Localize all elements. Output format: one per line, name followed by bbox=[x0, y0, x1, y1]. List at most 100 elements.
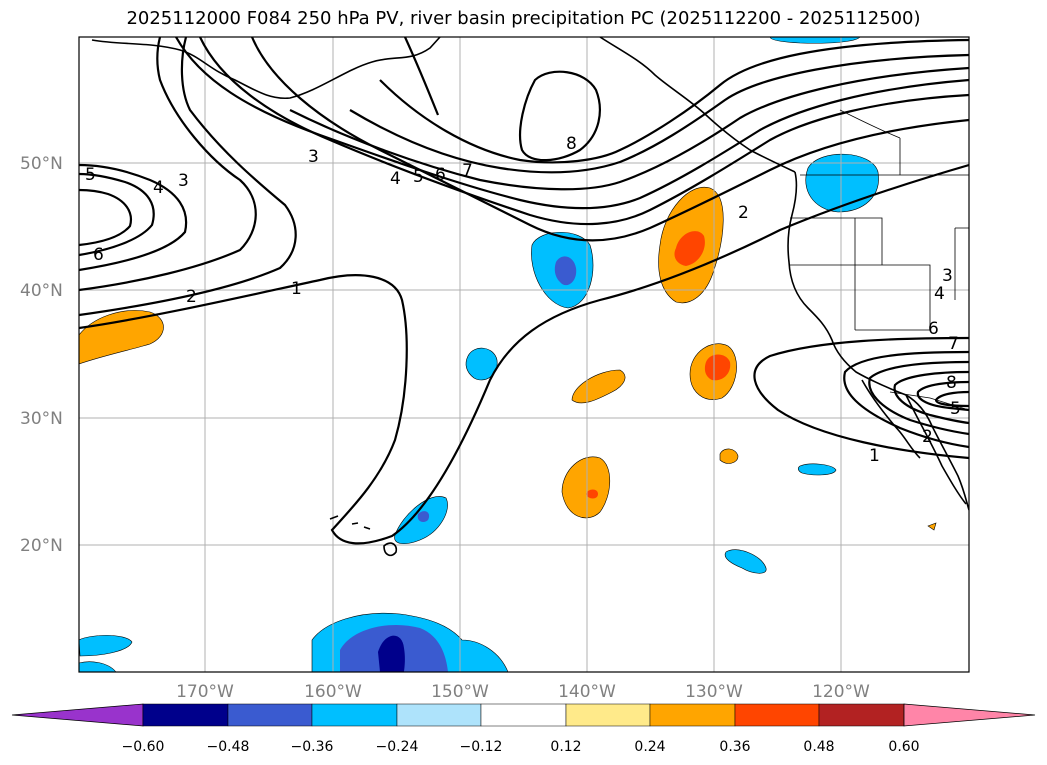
pv-label-2-c: 2 bbox=[922, 427, 933, 447]
pv-contour-5-east bbox=[916, 380, 969, 412]
colorbar-tick-labels: −0.60 −0.48 −0.36 −0.24 −0.12 0.12 0.24 … bbox=[122, 739, 920, 755]
borders bbox=[790, 109, 969, 411]
colorbar-tick-5: −0.12 bbox=[460, 739, 503, 755]
pv-label-7-b: 7 bbox=[948, 334, 959, 354]
pv-contour-2-north bbox=[250, 37, 969, 242]
coast-gulf-ca bbox=[905, 394, 967, 505]
pv-contour-8 bbox=[518, 70, 601, 162]
precip-shading bbox=[79, 37, 937, 672]
colorbar-bin-4 bbox=[396, 703, 482, 727]
pv-contour-1 bbox=[79, 163, 969, 545]
colorbar-tick-2: −0.48 bbox=[207, 739, 250, 755]
map-title: 2025112000 F084 250 hPa PV, river basin … bbox=[126, 8, 921, 29]
lat-label-50n: 50°N bbox=[20, 154, 63, 174]
precip-neg-mid-pacific bbox=[465, 347, 498, 381]
pv-contours bbox=[79, 37, 969, 545]
colorbar-bin-2 bbox=[227, 703, 313, 727]
colorbar-tick-10: 0.60 bbox=[888, 739, 919, 755]
pv-contour-3 bbox=[79, 37, 257, 292]
pv-contour-4-east bbox=[893, 370, 969, 425]
precip-pos-south-mid-core bbox=[586, 489, 598, 499]
pv-label-3-a: 3 bbox=[178, 171, 189, 191]
pv-label-5-b: 5 bbox=[413, 167, 424, 187]
pv-contour-7-north bbox=[379, 38, 969, 164]
gridlines bbox=[79, 37, 969, 672]
pv-label-6-c: 6 bbox=[928, 319, 939, 339]
colorbar-bin-1 bbox=[142, 703, 229, 727]
lon-labels: 170°W 160°W 150°W 140°W 130°W 120°W bbox=[176, 682, 870, 702]
pv-label-3-c: 3 bbox=[942, 266, 953, 286]
colorbar-tick-1: −0.60 bbox=[122, 739, 165, 755]
precip-pos-mid-east-core bbox=[704, 354, 731, 381]
pv-contour-labels: 1 1 2 2 2 3 3 3 4 4 4 5 5 5 6 6 6 7 7 8 … bbox=[85, 134, 961, 466]
pv-label-4-b: 4 bbox=[390, 169, 401, 189]
pv-contour-6-north bbox=[349, 53, 969, 174]
lon-label-170w: 170°W bbox=[176, 682, 234, 702]
lat-labels: 50°N 40°N 30°N 20°N bbox=[20, 154, 63, 556]
precip-pos-small-east bbox=[719, 448, 739, 464]
coast-alaska-panhandle bbox=[599, 37, 796, 173]
colorbar-bin-8 bbox=[734, 703, 820, 727]
map-plot-area: 1 1 2 2 2 3 3 3 4 4 4 5 5 5 6 6 6 7 7 8 … bbox=[79, 37, 969, 672]
pv-contour-1-east bbox=[753, 336, 969, 460]
colorbar-tick-6: 0.12 bbox=[550, 739, 581, 755]
colorbar-tick-4: −0.24 bbox=[376, 739, 419, 755]
coast-pnw bbox=[787, 171, 969, 511]
pv-label-3-b: 3 bbox=[308, 147, 319, 167]
precip-neg-southwest bbox=[79, 635, 133, 657]
coast-hawaii-big bbox=[383, 542, 398, 557]
pv-label-7-a: 7 bbox=[462, 161, 473, 181]
precip-neg-baja bbox=[797, 463, 837, 476]
precip-pos-west bbox=[79, 310, 164, 365]
pv-label-8-a: 8 bbox=[566, 134, 577, 154]
lon-label-140w: 140°W bbox=[558, 682, 616, 702]
pv-label-2-b: 2 bbox=[738, 203, 749, 223]
colorbar-extend-low bbox=[11, 703, 144, 727]
colorbar-tick-9: 0.48 bbox=[803, 739, 834, 755]
pv-label-5-c: 5 bbox=[950, 399, 961, 419]
precip-pos-oregon-core bbox=[674, 231, 705, 266]
coast-baja bbox=[861, 379, 921, 459]
pv-contour-5-north bbox=[289, 66, 969, 191]
coast-hawaii-small bbox=[329, 515, 371, 530]
lat-label-40n: 40°N bbox=[20, 281, 63, 301]
pv-contour-5 bbox=[79, 172, 155, 257]
precip-pos-tiny-east bbox=[927, 522, 937, 531]
precip-pos-south-mid bbox=[561, 456, 611, 519]
border-east bbox=[954, 227, 969, 300]
pv-contour-6 bbox=[79, 188, 132, 247]
map-frame bbox=[78, 36, 970, 673]
coast-alaska bbox=[91, 37, 441, 100]
pv-contour-2 bbox=[79, 37, 297, 317]
pv-contour-4-north bbox=[175, 37, 969, 210]
pv-label-8-b: 8 bbox=[946, 373, 957, 393]
pv-label-2-a: 2 bbox=[186, 287, 197, 307]
precip-neg-hawaii-core bbox=[417, 511, 430, 522]
pv-contour-3-east bbox=[868, 360, 969, 436]
pv-label-6-a: 6 bbox=[93, 245, 104, 265]
colorbar-tick-7: 0.24 bbox=[634, 739, 665, 755]
pv-label-6-b: 6 bbox=[435, 165, 446, 185]
colorbar-tick-3: −0.36 bbox=[291, 739, 334, 755]
pv-label-5-a: 5 bbox=[85, 165, 96, 185]
pv-contour-4 bbox=[79, 163, 188, 272]
lat-label-30n: 30°N bbox=[20, 409, 63, 429]
lon-label-150w: 150°W bbox=[431, 682, 489, 702]
coastlines bbox=[91, 37, 969, 557]
precip-neg-alaska-top bbox=[769, 37, 861, 44]
colorbar-tick-8: 0.36 bbox=[719, 739, 750, 755]
border-us-states bbox=[790, 217, 931, 331]
colorbar-bin-9 bbox=[818, 703, 905, 727]
precip-neg-washington bbox=[805, 153, 879, 213]
lon-label-120w: 120°W bbox=[812, 682, 870, 702]
pv-label-4-c: 4 bbox=[934, 284, 945, 304]
colorbar-bin-3 bbox=[311, 703, 398, 727]
colorbar-bin-5 bbox=[480, 703, 567, 727]
lon-label-130w: 130°W bbox=[685, 682, 743, 702]
pv-contour-6-east bbox=[934, 390, 969, 408]
pv-label-1-b: 1 bbox=[869, 446, 880, 466]
colorbar-bin-6 bbox=[565, 703, 651, 727]
colorbar-extend-high bbox=[903, 703, 1036, 727]
precip-neg-south-core bbox=[378, 635, 405, 672]
colorbar: −0.60 −0.48 −0.36 −0.24 −0.12 0.12 0.24 … bbox=[11, 703, 1036, 755]
